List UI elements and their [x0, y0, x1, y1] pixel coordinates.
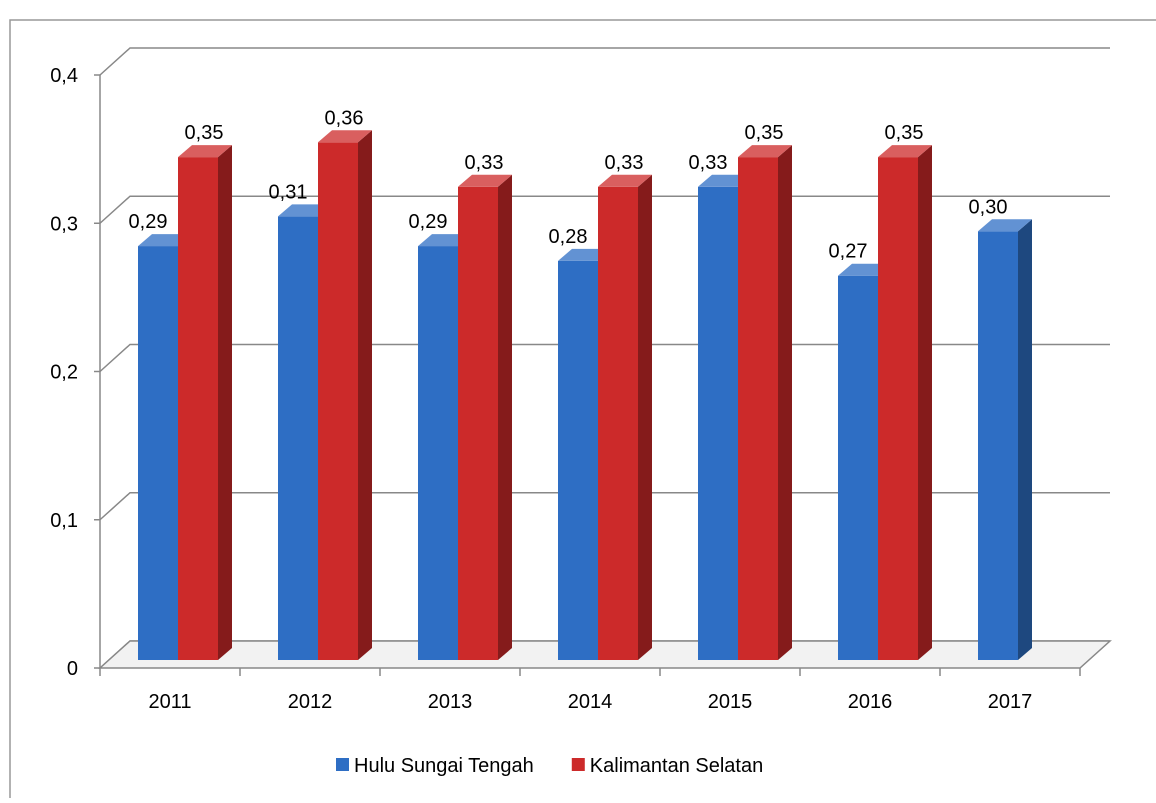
value-label: 0,31 — [269, 181, 308, 203]
y-tick-label: 0 — [67, 658, 78, 680]
bar — [738, 145, 792, 660]
bar — [598, 174, 652, 660]
y-tick-label: 0,4 — [50, 65, 78, 87]
bar-front — [138, 246, 178, 660]
bar-side — [1018, 219, 1032, 660]
value-label: 0,36 — [325, 107, 364, 129]
bar — [318, 130, 372, 661]
bar-top — [598, 174, 652, 187]
value-label: 0,35 — [885, 122, 924, 144]
bar-front — [878, 157, 918, 660]
value-label: 0,33 — [605, 152, 644, 174]
y-tick-label: 0,1 — [50, 510, 78, 532]
bar-side — [358, 130, 372, 661]
bar-front — [318, 142, 358, 661]
value-label: 0,35 — [185, 122, 224, 144]
value-label: 0,35 — [745, 122, 784, 144]
bar-top — [738, 145, 792, 158]
bar-front — [418, 246, 458, 660]
bar-front — [558, 260, 598, 660]
bar — [878, 145, 932, 660]
bar — [978, 219, 1032, 660]
x-tick-label: 2015 — [708, 691, 753, 713]
legend-swatch — [571, 758, 585, 771]
legend-label: Hulu Sungai Tengah — [354, 755, 534, 777]
x-tick-label: 2011 — [148, 691, 191, 713]
grid-line — [99, 47, 1110, 76]
bar-top — [318, 130, 372, 143]
bar-side — [918, 145, 932, 660]
x-tick-label: 2014 — [568, 691, 613, 713]
bar — [178, 145, 232, 660]
legend-swatch — [336, 758, 349, 771]
bar-front — [738, 157, 778, 660]
bar-side — [218, 145, 232, 660]
bar-side — [778, 145, 792, 660]
bar-front — [698, 186, 738, 660]
bar-front — [838, 275, 878, 660]
y-tick-label: 0,3 — [50, 213, 78, 235]
bar-front — [278, 216, 318, 661]
x-tick-label: 2012 — [288, 691, 333, 713]
bar-side — [498, 174, 512, 660]
value-label: 0,33 — [465, 152, 504, 174]
bar — [458, 174, 512, 660]
bar-side — [638, 174, 652, 660]
bar-front — [598, 186, 638, 660]
bar-front — [978, 231, 1018, 660]
bar-front — [458, 186, 498, 660]
bar-top — [178, 145, 232, 158]
bar-front — [178, 157, 218, 660]
value-label: 0,27 — [829, 241, 868, 263]
bar-top — [978, 219, 1032, 232]
bar-top — [458, 174, 512, 187]
x-tick-label: 2013 — [428, 691, 473, 713]
value-label: 0,33 — [689, 152, 728, 174]
value-label: 0,30 — [969, 196, 1008, 218]
value-label: 0,28 — [549, 226, 588, 248]
value-label: 0,29 — [129, 211, 168, 233]
bar-top — [878, 145, 932, 158]
x-tick-label: 2016 — [848, 691, 893, 713]
x-tick-label: 2017 — [988, 691, 1033, 713]
y-tick-label: 0,2 — [50, 362, 78, 384]
value-label: 0,29 — [409, 211, 448, 233]
legend-label: Kalimantan Selatan — [590, 755, 763, 777]
